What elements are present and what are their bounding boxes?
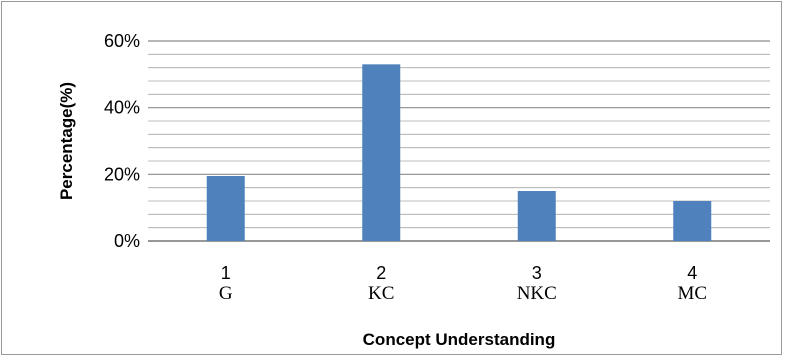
y-tick-label: 20% bbox=[104, 164, 140, 184]
x-tick-sublabel: NKC bbox=[517, 283, 557, 304]
y-axis-title: Percentage(%) bbox=[57, 82, 76, 200]
x-tick-sublabel: G bbox=[219, 283, 233, 304]
x-tick-label: 4 bbox=[687, 263, 697, 283]
x-axis-title: Concept Understanding bbox=[363, 330, 556, 349]
y-tick-labels: 0% 20% 40% 60% bbox=[104, 31, 140, 251]
grid-lines bbox=[148, 40, 770, 242]
bar bbox=[517, 191, 556, 241]
x-tick-sublabel: KC bbox=[368, 283, 394, 304]
x-tick-label: 2 bbox=[376, 263, 386, 283]
bar bbox=[362, 64, 401, 241]
bars bbox=[206, 64, 712, 241]
y-tick-label: 0% bbox=[114, 231, 140, 251]
bar bbox=[673, 201, 712, 241]
x-tick-label: 1 bbox=[221, 263, 231, 283]
y-tick-label: 60% bbox=[104, 31, 140, 51]
x-tick-sublabel: MC bbox=[677, 283, 707, 304]
bar bbox=[206, 176, 245, 241]
x-tick-label: 3 bbox=[532, 263, 542, 283]
y-tick-label: 40% bbox=[104, 98, 140, 118]
